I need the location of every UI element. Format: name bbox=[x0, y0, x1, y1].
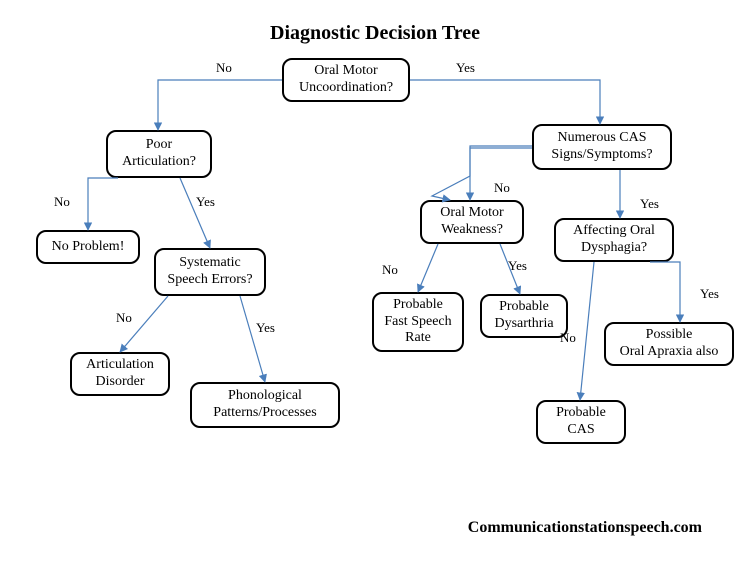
edge-label-cas-no: No bbox=[494, 180, 510, 196]
node-systematic-speech-errors: SystematicSpeech Errors? bbox=[154, 248, 266, 296]
edge-label-sys-no: No bbox=[116, 310, 132, 326]
node-label: Numerous CASSigns/Symptoms? bbox=[551, 130, 652, 164]
node-label: ArticulationDisorder bbox=[86, 357, 154, 391]
node-label: ProbableCAS bbox=[556, 405, 606, 439]
page-title: Diagnostic Decision Tree bbox=[0, 22, 750, 45]
node-articulation-disorder: ArticulationDisorder bbox=[70, 352, 170, 396]
node-label: No Problem! bbox=[52, 239, 125, 256]
node-no-problem: No Problem! bbox=[36, 230, 140, 264]
edge-label-dys-yes: Yes bbox=[700, 286, 719, 302]
node-label: SystematicSpeech Errors? bbox=[167, 255, 252, 289]
node-numerous-cas-signs: Numerous CASSigns/Symptoms? bbox=[532, 124, 672, 170]
node-label: Oral MotorUncoordination? bbox=[299, 63, 393, 97]
node-poor-articulation: PoorArticulation? bbox=[106, 130, 212, 178]
node-probable-cas: ProbableCAS bbox=[536, 400, 626, 444]
node-label: ProbableDysarthria bbox=[494, 299, 553, 333]
edge-label-omw-yes: Yes bbox=[508, 258, 527, 274]
node-probable-dysarthria: ProbableDysarthria bbox=[480, 294, 568, 338]
edge-label-root-yes: Yes bbox=[456, 60, 475, 76]
edge-label-root-no: No bbox=[216, 60, 232, 76]
edge-label-sys-yes: Yes bbox=[256, 320, 275, 336]
edge-label-cas-yes: Yes bbox=[640, 196, 659, 212]
node-label: Oral MotorWeakness? bbox=[440, 205, 503, 239]
edge-label-dys-no: No bbox=[560, 330, 576, 346]
node-phonological-patterns: PhonologicalPatterns/Processes bbox=[190, 382, 340, 428]
edge-label-omw-no: No bbox=[382, 262, 398, 278]
node-label: PossibleOral Apraxia also bbox=[620, 327, 719, 361]
edge-label-poor-no: No bbox=[54, 194, 70, 210]
node-oral-motor-weakness: Oral MotorWeakness? bbox=[420, 200, 524, 244]
node-label: PoorArticulation? bbox=[122, 137, 196, 171]
node-label: Affecting OralDysphagia? bbox=[573, 223, 655, 257]
edge-label-poor-yes: Yes bbox=[196, 194, 215, 210]
node-probable-fast-speech-rate: ProbableFast SpeechRate bbox=[372, 292, 464, 352]
node-label: ProbableFast SpeechRate bbox=[384, 297, 451, 347]
node-affecting-oral-dysphagia: Affecting OralDysphagia? bbox=[554, 218, 674, 262]
node-possible-oral-apraxia: PossibleOral Apraxia also bbox=[604, 322, 734, 366]
node-oral-motor-uncoordination: Oral MotorUncoordination? bbox=[282, 58, 410, 102]
node-label: PhonologicalPatterns/Processes bbox=[213, 388, 316, 422]
footer-attribution: Communicationstationspeech.com bbox=[468, 519, 702, 537]
